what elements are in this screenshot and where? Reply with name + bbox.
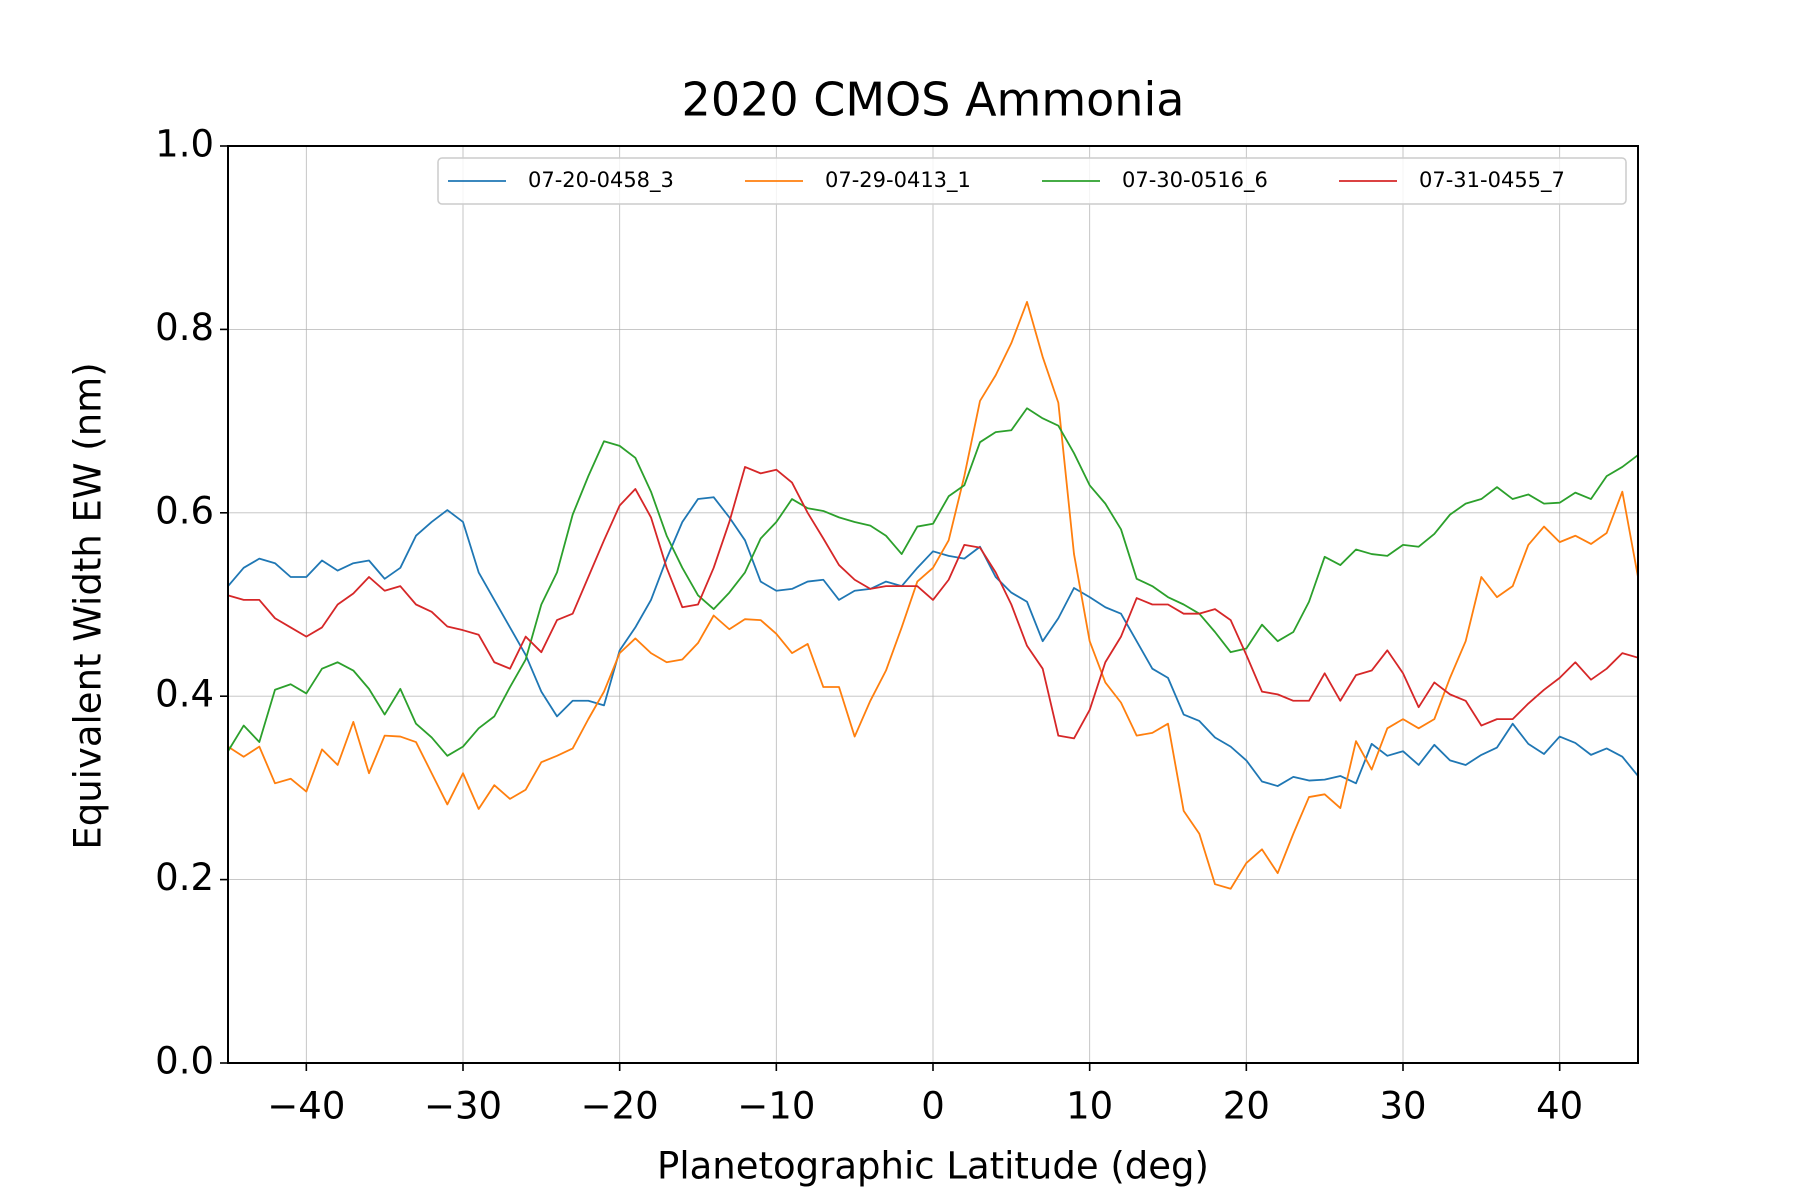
y-tick-label: 0.4 xyxy=(155,673,214,716)
y-tick-label: 0.6 xyxy=(155,489,214,532)
x-tick-label: 10 xyxy=(1066,1085,1113,1128)
x-tick-label: −30 xyxy=(424,1085,502,1128)
y-tick-label: 0.0 xyxy=(155,1040,214,1083)
y-tick-label: 0.2 xyxy=(155,856,214,899)
x-tick-label: −20 xyxy=(581,1085,659,1128)
x-tick-label: −10 xyxy=(737,1085,815,1128)
x-tick-label: 20 xyxy=(1223,1085,1270,1128)
x-axis-label: Planetographic Latitude (deg) xyxy=(657,1145,1209,1188)
x-tick-label: 30 xyxy=(1379,1085,1426,1128)
x-tick-label: −40 xyxy=(267,1085,345,1128)
chart-title: 2020 CMOS Ammonia xyxy=(682,73,1185,127)
legend-label: 07-31-0455_7 xyxy=(1419,168,1565,193)
legend: 07-20-0458_3 07-29-0413_1 07-30-0516_6 07-3… xyxy=(437,157,1627,205)
x-tick-label: 40 xyxy=(1536,1085,1583,1128)
x-tick-label: 0 xyxy=(921,1085,945,1128)
series-line xyxy=(227,300,1639,890)
series-line xyxy=(227,407,1639,757)
legend-label: 07-20-0458_3 xyxy=(528,168,674,193)
series-line xyxy=(227,466,1639,740)
y-tick-label: 0.8 xyxy=(155,306,214,349)
legend-label: 07-30-0516_6 xyxy=(1122,168,1268,193)
y-axis-label: Equivalent Width EW (nm) xyxy=(67,362,110,849)
y-tick-label: 1.0 xyxy=(155,123,214,166)
series-line xyxy=(227,496,1639,787)
plot-frame xyxy=(227,145,1639,1064)
legend-label: 07-29-0413_1 xyxy=(825,168,971,193)
legend-box xyxy=(437,157,1627,205)
